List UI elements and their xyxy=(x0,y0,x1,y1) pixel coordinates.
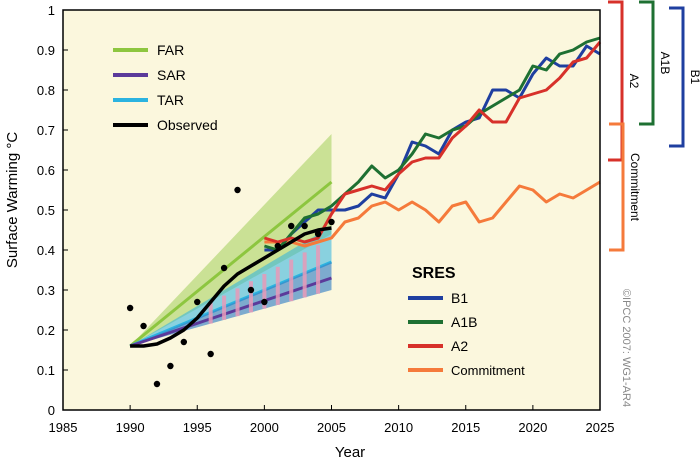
bracket-label-commitment: Commitment xyxy=(628,153,642,222)
observed-point xyxy=(167,362,174,370)
observed-point xyxy=(153,380,161,388)
sar-hatch-bar xyxy=(262,274,267,309)
sar-hatch-bar xyxy=(222,295,227,320)
legend-label-observed: Observed xyxy=(157,117,218,133)
y-tick-label: 0.3 xyxy=(37,283,55,298)
range-brackets: A2 A1B B1 Commitment xyxy=(608,0,700,252)
x-tick-label: 2010 xyxy=(384,420,413,435)
sres-series-layer xyxy=(263,36,602,252)
bracket-commitment xyxy=(609,122,625,252)
x-axis-ticks: 1985 1990 1995 2000 2005 2010 2015 2020 2025 xyxy=(49,405,615,435)
observed-point xyxy=(247,286,255,294)
y-tick-label: 0.7 xyxy=(37,123,55,138)
sar-range-layer xyxy=(129,245,332,348)
x-tick-label: 2005 xyxy=(317,420,346,435)
x-tick-label: 2000 xyxy=(250,420,279,435)
y-axis-title: Surface Warming °C xyxy=(4,132,21,268)
sres-label-a2: A2 xyxy=(451,338,468,354)
bracket-a2 xyxy=(608,0,624,162)
bracket-label-a1b: A1B xyxy=(658,52,672,75)
legend-label-tar: TAR xyxy=(157,92,184,108)
x-tick-label: 1990 xyxy=(116,420,145,435)
y-tick-label: 0.5 xyxy=(37,203,55,218)
x-tick-label: 2020 xyxy=(518,420,547,435)
observed-point xyxy=(194,298,201,306)
observed-point xyxy=(234,186,241,194)
y-tick-label: 0.8 xyxy=(37,83,55,98)
series-line-commitment xyxy=(264,180,601,248)
sar-hatch-bar xyxy=(208,302,213,324)
observed-point xyxy=(140,322,147,330)
sar-range-band xyxy=(130,262,332,346)
series-line-a1b xyxy=(263,36,601,252)
sres-legend-title: SRES xyxy=(412,265,456,282)
observed-point xyxy=(314,230,322,238)
y-tick-label: 0.2 xyxy=(37,323,55,338)
sar-hatch-bar xyxy=(235,288,240,317)
observed-point xyxy=(328,218,335,226)
bracket-label-a2: A2 xyxy=(627,74,641,89)
credit-text: ©IPCC 2007: WG1-AR4 xyxy=(620,289,632,407)
observed-point xyxy=(261,298,268,306)
sar-hatch-bar xyxy=(316,245,321,294)
y-tick-label: 0.6 xyxy=(37,163,55,178)
x-tick-label: 1995 xyxy=(183,420,212,435)
legend-label-sar: SAR xyxy=(157,67,186,83)
sar-hatch-bar xyxy=(275,266,280,305)
x-tick-label: 2025 xyxy=(586,420,615,435)
tar-range-band xyxy=(130,226,332,346)
x-axis-title: Year xyxy=(335,444,365,461)
series-line-b1 xyxy=(264,44,601,252)
observed-point xyxy=(274,242,281,250)
observed-point xyxy=(301,222,308,230)
assessment-legend: FAR SAR TAR Observed xyxy=(113,42,218,133)
y-tick-label: 1 xyxy=(48,3,55,18)
observed-smoothed-line xyxy=(130,226,332,348)
observed-point xyxy=(126,304,134,312)
bracket-b1 xyxy=(669,6,685,148)
sar-hatch-bar xyxy=(302,252,307,298)
sres-label-a1b: A1B xyxy=(451,314,477,330)
bracket-a1b xyxy=(639,0,655,126)
y-tick-label: 0.9 xyxy=(37,43,55,58)
observed-point xyxy=(180,338,188,346)
sar-mid-line xyxy=(129,276,332,348)
sar-hatch-bar xyxy=(289,259,294,302)
bracket-label-b1: B1 xyxy=(688,70,700,85)
x-tick-label: 2015 xyxy=(451,420,480,435)
x-tick-label: 1985 xyxy=(49,420,78,435)
tar-range-layer xyxy=(129,226,333,348)
sres-label-b1: B1 xyxy=(451,290,468,306)
observed-point xyxy=(207,350,214,358)
y-axis-ticks: 0 0.1 0.2 0.3 0.4 0.5 0.6 0.7 0.8 0.9 1 xyxy=(37,3,68,418)
sres-label-commitment: Commitment xyxy=(451,363,525,378)
far-range-band xyxy=(130,134,332,346)
observed-layer xyxy=(126,186,335,388)
observed-point xyxy=(220,264,228,272)
tar-mid-line xyxy=(129,260,333,348)
sar-hatch-bar xyxy=(248,281,253,313)
observed-point xyxy=(288,222,295,230)
sres-legend: SRES B1 A1B A2 Commitment xyxy=(408,265,525,378)
y-tick-label: 0.4 xyxy=(37,243,55,258)
far-range-layer xyxy=(129,134,333,348)
far-mid-line xyxy=(129,180,333,348)
y-tick-label: 0.1 xyxy=(37,363,55,378)
legend-label-far: FAR xyxy=(157,42,184,58)
y-tick-label: 0 xyxy=(48,403,55,418)
